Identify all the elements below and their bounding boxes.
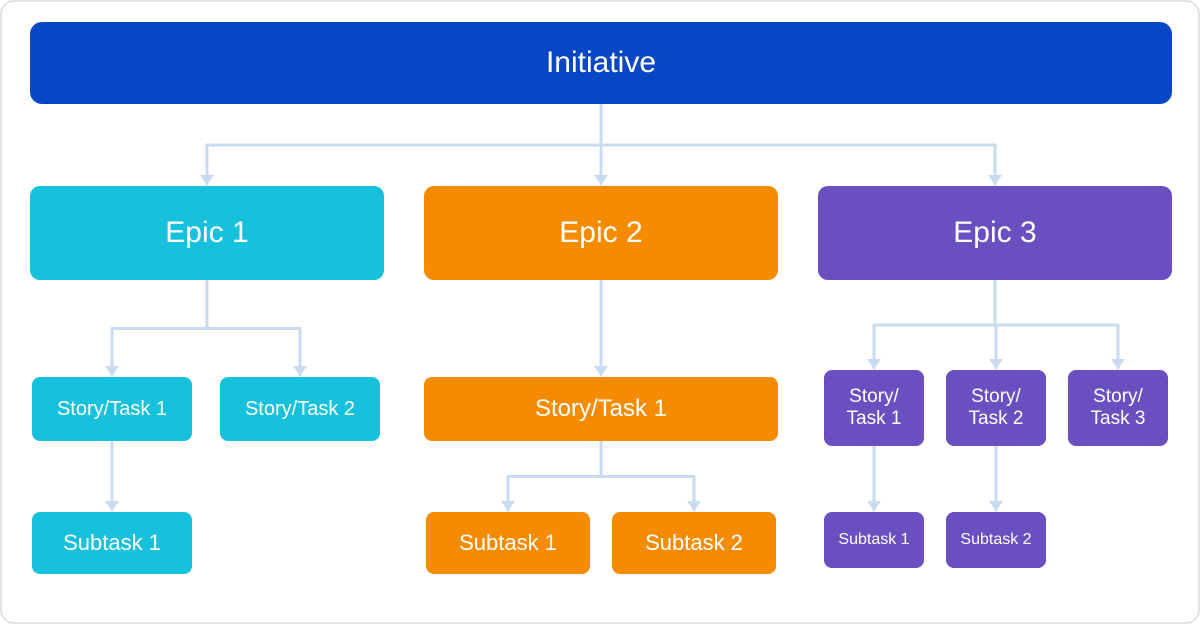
hierarchy-diagram: Initiative Epic 1 Epic 2 Epic 3 Story/Task 1…: [0, 0, 1200, 624]
node-initiative: Initiative: [30, 22, 1172, 104]
node-label: Epic 2: [559, 216, 642, 251]
node-label: Story/Task 1: [535, 395, 667, 423]
node-e2sub1: Subtask 1: [426, 512, 590, 574]
node-e3sub2: Subtask 2: [946, 512, 1046, 568]
node-label: Story/Task 3: [1091, 386, 1146, 430]
node-e2sub2: Subtask 2: [612, 512, 776, 574]
node-epic3: Epic 3: [818, 186, 1172, 280]
node-e3s3: Story/Task 3: [1068, 370, 1168, 446]
node-label: Subtask 1: [838, 531, 909, 549]
node-epic1: Epic 1: [30, 186, 384, 280]
node-label: Story/Task 2: [969, 386, 1024, 430]
node-label: Epic 1: [165, 216, 248, 251]
node-e3s2: Story/Task 2: [946, 370, 1046, 446]
node-e1s2: Story/Task 2: [220, 377, 380, 441]
node-label: Subtask 2: [960, 531, 1031, 549]
node-e3sub1: Subtask 1: [824, 512, 924, 568]
node-e1sub1: Subtask 1: [32, 512, 192, 574]
node-label: Story/Task 1: [847, 386, 902, 430]
node-e1s1: Story/Task 1: [32, 377, 192, 441]
node-e2s1: Story/Task 1: [424, 377, 778, 441]
node-label: Initiative: [546, 46, 656, 81]
node-label: Subtask 1: [459, 530, 557, 555]
node-label: Epic 3: [953, 216, 1036, 251]
node-label: Story/Task 2: [245, 398, 355, 421]
node-e3s1: Story/Task 1: [824, 370, 924, 446]
node-epic2: Epic 2: [424, 186, 778, 280]
node-label: Story/Task 1: [57, 398, 167, 421]
node-label: Subtask 2: [645, 530, 743, 555]
node-label: Subtask 1: [63, 530, 161, 555]
